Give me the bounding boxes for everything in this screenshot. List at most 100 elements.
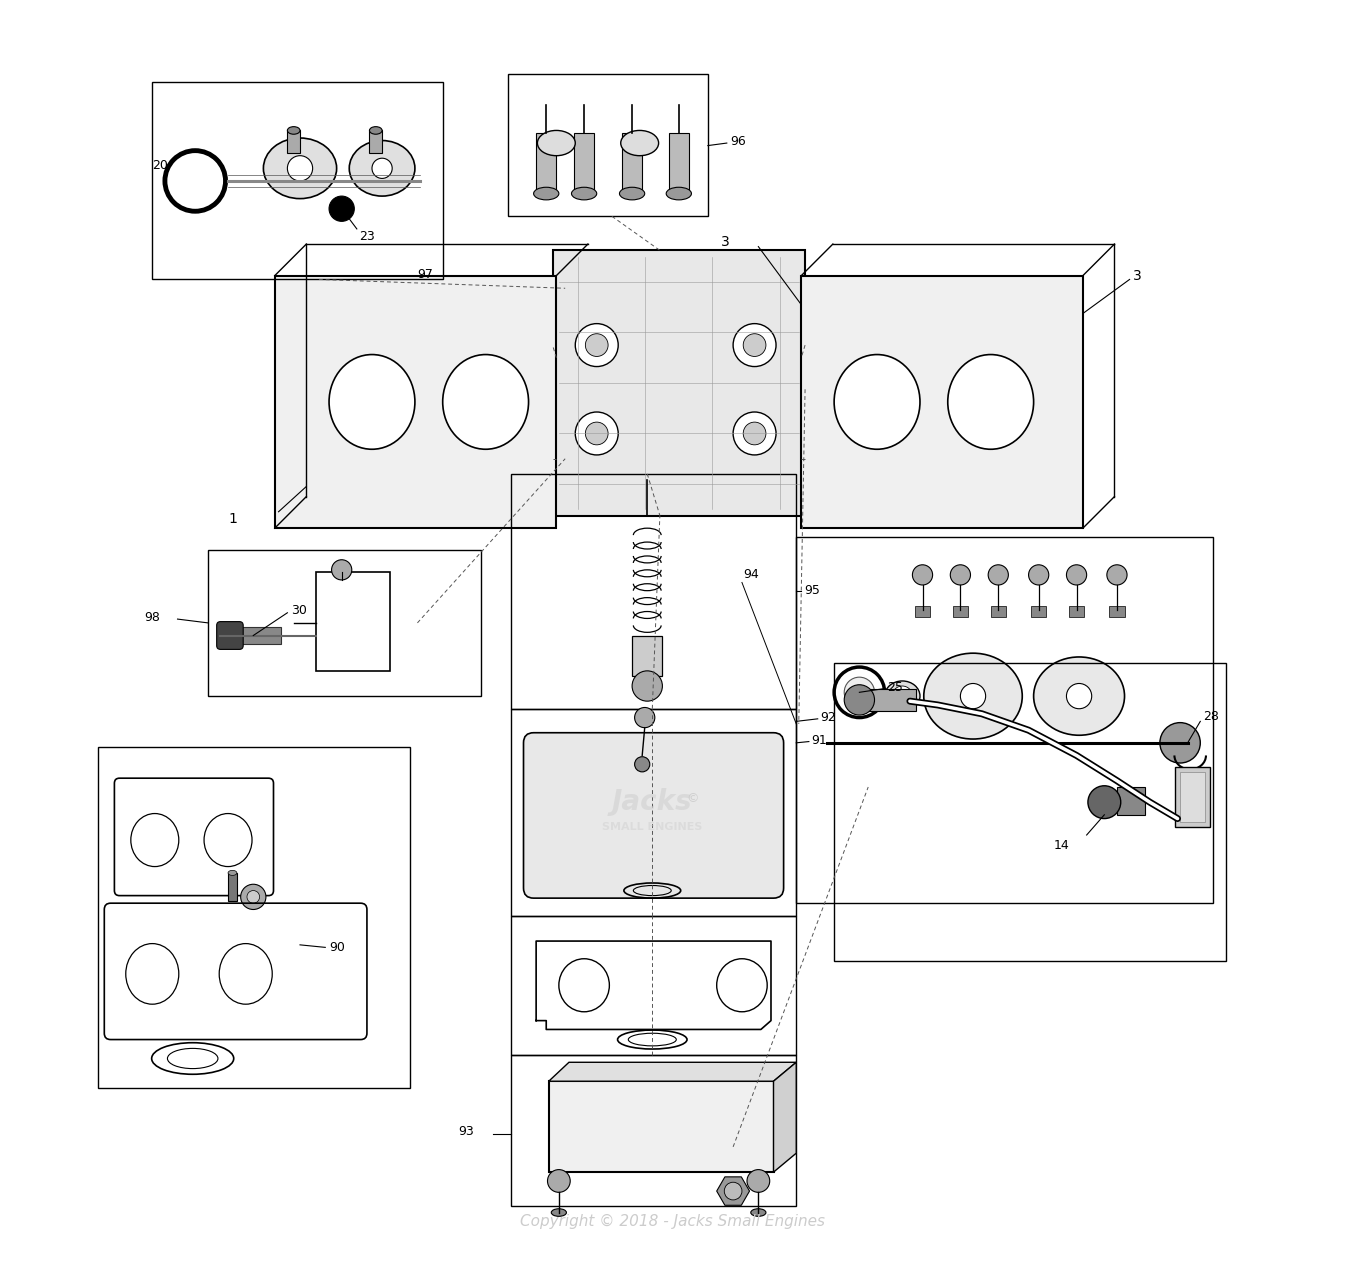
Polygon shape [717, 1177, 749, 1205]
Circle shape [1029, 564, 1049, 585]
Circle shape [1088, 785, 1120, 819]
Ellipse shape [572, 187, 597, 200]
Circle shape [845, 685, 874, 716]
Circle shape [635, 756, 650, 771]
Text: 14: 14 [1054, 839, 1069, 852]
Ellipse shape [229, 871, 237, 876]
Text: 96: 96 [730, 135, 746, 149]
Ellipse shape [560, 958, 609, 1012]
Text: 94: 94 [744, 568, 759, 581]
Bar [98, 746, 410, 1088]
Bar [549, 1082, 773, 1172]
Circle shape [632, 671, 662, 702]
Bar [632, 636, 662, 676]
Ellipse shape [621, 131, 659, 155]
Bar [370, 131, 382, 154]
Circle shape [746, 1169, 769, 1192]
Ellipse shape [443, 355, 529, 449]
Ellipse shape [204, 813, 252, 867]
Text: ©: © [686, 792, 699, 805]
Ellipse shape [219, 943, 272, 1004]
Circle shape [1107, 564, 1127, 585]
Bar [288, 131, 300, 154]
Circle shape [744, 334, 765, 356]
Ellipse shape [948, 355, 1033, 449]
Text: 98: 98 [145, 611, 160, 624]
Circle shape [585, 334, 608, 356]
Bar [511, 916, 796, 1055]
Bar [537, 133, 557, 193]
Text: 97: 97 [417, 268, 433, 281]
Ellipse shape [350, 141, 414, 196]
Bar [316, 572, 390, 671]
Circle shape [635, 708, 655, 728]
Text: 90: 90 [330, 941, 344, 953]
Ellipse shape [264, 139, 336, 198]
Bar [1116, 787, 1145, 815]
Ellipse shape [834, 355, 920, 449]
Ellipse shape [751, 1209, 765, 1216]
Bar [511, 709, 796, 916]
Bar [796, 538, 1213, 904]
Bar [1180, 771, 1205, 822]
Circle shape [332, 559, 352, 580]
Text: 3: 3 [1134, 268, 1142, 282]
Circle shape [288, 155, 312, 180]
Bar [915, 606, 931, 616]
Ellipse shape [666, 187, 691, 200]
Circle shape [585, 422, 608, 445]
Circle shape [744, 422, 765, 445]
Circle shape [989, 564, 1009, 585]
Text: 3: 3 [721, 235, 729, 249]
Text: 95: 95 [804, 583, 819, 596]
Circle shape [845, 677, 874, 708]
Text: 23: 23 [359, 230, 375, 243]
Circle shape [733, 412, 776, 455]
Circle shape [1067, 684, 1092, 709]
Circle shape [733, 324, 776, 366]
Bar [802, 276, 1083, 529]
Bar [1032, 606, 1046, 616]
Bar [621, 133, 642, 193]
Bar [233, 627, 281, 644]
Circle shape [951, 564, 971, 585]
Circle shape [1159, 723, 1200, 763]
Bar [152, 83, 443, 280]
Bar [508, 74, 707, 216]
Circle shape [960, 684, 986, 709]
Text: 28: 28 [1202, 709, 1219, 723]
Ellipse shape [130, 813, 179, 867]
Text: 1: 1 [229, 512, 237, 526]
Ellipse shape [534, 187, 560, 200]
Ellipse shape [288, 127, 300, 135]
Bar [574, 133, 594, 193]
Ellipse shape [126, 943, 179, 1004]
Bar [1110, 606, 1124, 616]
Bar [991, 606, 1006, 616]
Bar [1176, 766, 1210, 827]
Circle shape [724, 1182, 742, 1200]
Ellipse shape [538, 131, 576, 155]
Bar [859, 689, 916, 712]
Text: Copyright © 2018 - Jacks Small Engines: Copyright © 2018 - Jacks Small Engines [521, 1214, 824, 1229]
Bar [668, 133, 689, 193]
Circle shape [912, 564, 932, 585]
Ellipse shape [330, 355, 414, 449]
Circle shape [373, 158, 393, 178]
Polygon shape [773, 1063, 796, 1172]
Bar [229, 873, 237, 901]
Ellipse shape [551, 1209, 566, 1216]
Ellipse shape [620, 187, 644, 200]
Circle shape [1067, 564, 1087, 585]
Circle shape [576, 324, 619, 366]
Ellipse shape [717, 958, 767, 1012]
Bar [834, 663, 1225, 961]
Bar [511, 474, 796, 709]
Bar [208, 549, 480, 697]
Text: 25: 25 [888, 681, 902, 694]
Bar [952, 606, 968, 616]
Circle shape [547, 1169, 570, 1192]
Text: SMALL ENGINES: SMALL ENGINES [603, 822, 702, 833]
Ellipse shape [924, 653, 1022, 738]
Bar [274, 276, 557, 529]
